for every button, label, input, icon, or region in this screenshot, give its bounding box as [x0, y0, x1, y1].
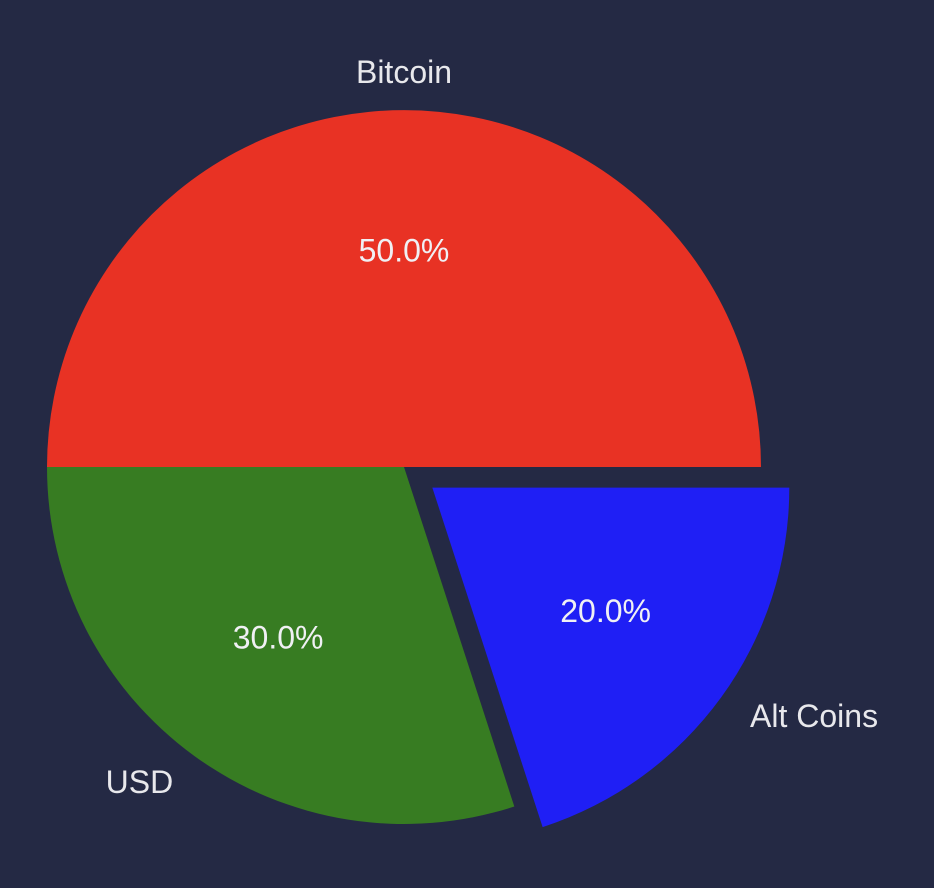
slice-percent-alt-coins: 20.0%	[560, 593, 651, 629]
slice-percent-usd: 30.0%	[233, 620, 324, 656]
pie-slice-bitcoin	[47, 110, 761, 468]
slice-percent-bitcoin: 50.0%	[359, 232, 450, 268]
slice-label-bitcoin: Bitcoin	[356, 54, 452, 90]
slice-label-usd: USD	[106, 764, 174, 800]
pie-slice-alt-coins	[432, 487, 790, 828]
slice-label-alt-coins: Alt Coins	[750, 698, 878, 734]
pie-slice-usd	[47, 467, 515, 824]
